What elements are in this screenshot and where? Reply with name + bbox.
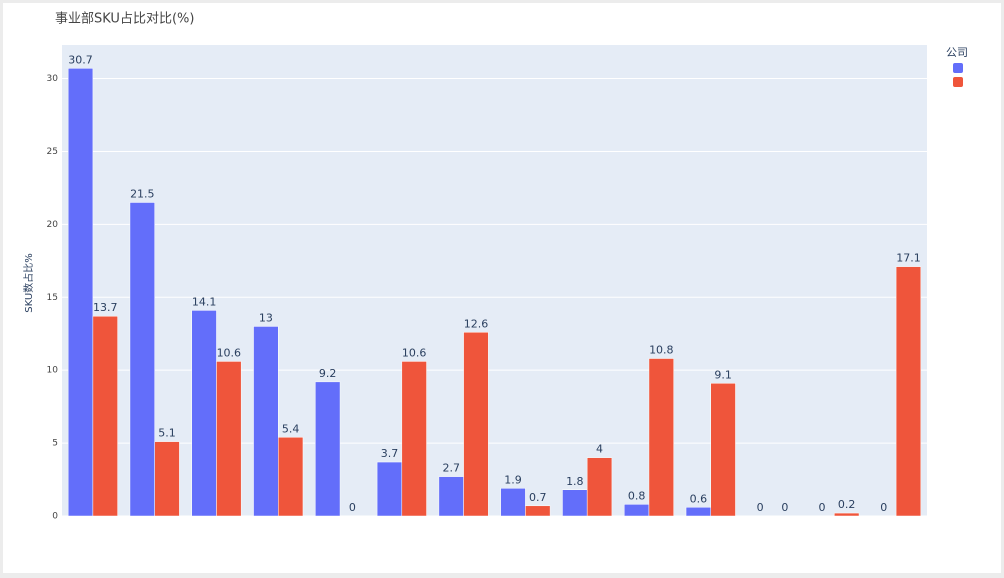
value-label: 30.7 <box>68 53 93 66</box>
value-label: 10.6 <box>217 346 242 359</box>
value-label: 0 <box>349 501 356 514</box>
bar <box>895 266 922 517</box>
value-label: 2.7 <box>443 462 461 475</box>
y-tick-label: 5 <box>52 439 58 449</box>
value-label: 0.7 <box>529 491 547 504</box>
value-label: 0 <box>781 501 788 514</box>
bar <box>253 326 279 517</box>
chart: 事业部SKU占比对比(%) SKU数占比% 公司 0 5 10 15 20 25 30 30.… <box>3 3 1001 573</box>
value-label: 13 <box>259 311 273 324</box>
bar <box>648 358 674 517</box>
bar <box>834 512 860 517</box>
value-label: 13.7 <box>93 301 118 314</box>
y-tick-label: 15 <box>47 293 58 303</box>
bar <box>216 361 242 517</box>
value-label: 17.1 <box>896 252 921 265</box>
value-label: 0 <box>757 501 764 514</box>
legend-title: 公司 <box>946 46 968 59</box>
bar <box>586 457 613 517</box>
bar <box>624 504 650 517</box>
bar <box>525 505 551 517</box>
bar <box>376 461 403 517</box>
bar <box>463 332 489 517</box>
value-label: 0 <box>880 501 887 514</box>
value-label: 9.2 <box>319 367 337 380</box>
bar <box>500 488 526 517</box>
value-label: 9.1 <box>714 368 732 381</box>
bar <box>67 68 94 517</box>
bar <box>710 383 736 517</box>
value-label: 4 <box>596 443 603 456</box>
legend-marker <box>953 63 963 73</box>
value-label: 5.4 <box>282 422 300 435</box>
value-label: 21.5 <box>130 187 155 200</box>
bar <box>685 507 711 517</box>
value-label: 1.9 <box>504 473 522 486</box>
y-tick-label: 20 <box>47 220 59 230</box>
value-label: 14.1 <box>192 295 217 308</box>
bar <box>315 381 341 517</box>
legend-marker <box>953 77 963 87</box>
value-label: 0 <box>818 501 825 514</box>
value-label: 0.6 <box>690 492 708 505</box>
value-label: 10.6 <box>402 346 427 359</box>
y-tick-label: 25 <box>47 147 58 157</box>
y-tick-label: 0 <box>52 512 58 522</box>
y-tick-label: 10 <box>47 366 59 376</box>
bar <box>278 437 304 517</box>
bar <box>562 489 588 517</box>
value-label: 5.1 <box>158 427 176 440</box>
bar <box>401 361 427 517</box>
value-label: 12.6 <box>464 317 489 330</box>
value-label: 10.8 <box>649 344 674 357</box>
chart-title: 事业部SKU占比对比(%) <box>55 12 194 27</box>
value-label: 3.7 <box>381 447 399 460</box>
bar <box>129 202 155 517</box>
bar <box>92 315 118 517</box>
y-axis-title: SKU数占比% <box>22 253 35 312</box>
bar <box>154 441 180 517</box>
bar <box>191 310 217 517</box>
y-tick-label: 30 <box>47 74 59 84</box>
bar <box>438 476 464 517</box>
value-label: 0.8 <box>628 489 646 502</box>
value-label: 1.8 <box>566 475 584 488</box>
value-label: 0.2 <box>838 498 856 511</box>
